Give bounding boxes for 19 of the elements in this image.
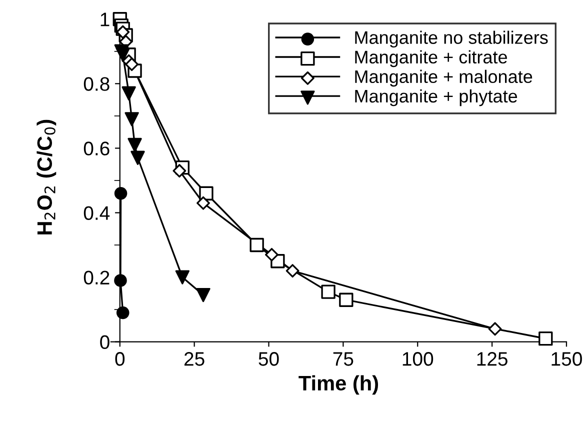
x-tick-label: 75 [333, 352, 354, 366]
x-tick-label: 150 [552, 352, 582, 366]
y-axis-title: H$_{2}$O$_{2}$ (C/C$_{0}$) [36, 120, 56, 234]
y-tick-label: 0.2 [84, 270, 110, 285]
y-tick-label: 0.4 [84, 206, 110, 220]
y-tick-label: 0.8 [84, 77, 110, 91]
x-tick-label: 50 [258, 352, 279, 366]
y-tick-label: 0.6 [84, 142, 110, 156]
legend-label: Manganite + malonate [355, 70, 532, 87]
legend-label: Manganite + citrate [355, 50, 507, 68]
x-axis-title: Time (h) [298, 375, 378, 395]
y-tick-label: 0 [100, 335, 110, 350]
x-tick-label: 100 [402, 352, 434, 366]
x-tick-label: 125 [477, 352, 508, 366]
y-tick-label: 1 [100, 12, 110, 26]
x-tick-label: 25 [184, 352, 204, 366]
x-tick-label: 0 [115, 352, 125, 366]
legend-label: Manganite no stabilizers [355, 30, 548, 48]
legend-label: Manganite + phytate [355, 89, 518, 106]
